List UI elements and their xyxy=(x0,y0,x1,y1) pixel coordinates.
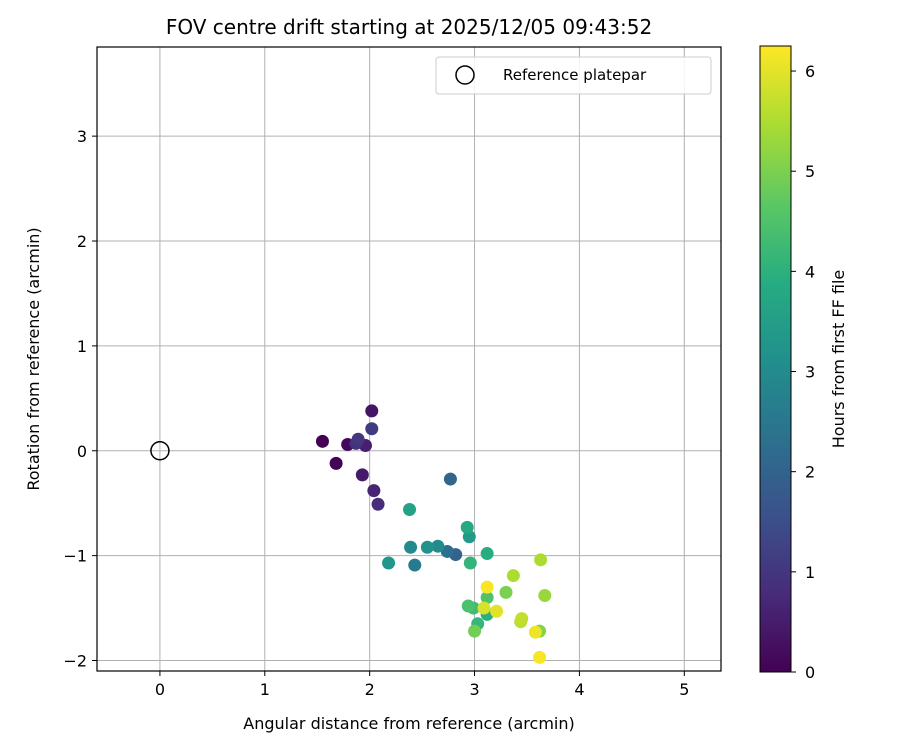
x-tick-label: 2 xyxy=(365,680,375,699)
data-point xyxy=(408,558,422,572)
colorbar-tick-label: 1 xyxy=(805,563,815,582)
y-tick-label: 1 xyxy=(77,337,87,356)
y-axis-label: Rotation from reference (arcmin) xyxy=(24,227,43,490)
data-point xyxy=(315,434,329,448)
data-point xyxy=(533,650,547,664)
chart-title: FOV centre drift starting at 2025/12/05 … xyxy=(166,15,652,39)
x-tick-label: 1 xyxy=(260,680,270,699)
colorbar-ticks: 0 1 2 3 4 5 6 xyxy=(791,62,815,682)
data-point xyxy=(480,547,494,561)
colorbar-tick-label: 5 xyxy=(805,162,815,181)
data-point xyxy=(499,585,513,599)
colorbar-tick-label: 3 xyxy=(805,363,815,382)
data-point xyxy=(477,601,491,615)
y-tick-label: −1 xyxy=(63,547,87,566)
data-point xyxy=(460,520,474,534)
x-tick-label: 0 xyxy=(155,680,165,699)
data-point xyxy=(534,553,548,567)
data-point xyxy=(461,599,475,613)
data-point xyxy=(506,569,520,583)
x-tick-label: 3 xyxy=(469,680,479,699)
data-point xyxy=(420,540,434,554)
y-tick-label: 3 xyxy=(77,127,87,146)
y-axis-ticks: −2 −1 0 1 2 3 xyxy=(63,127,97,671)
data-point xyxy=(329,456,343,470)
y-tick-label: 2 xyxy=(77,232,87,251)
legend: Reference platepar xyxy=(435,56,712,95)
colorbar-label: Hours from first FF file xyxy=(829,270,848,449)
data-point xyxy=(351,432,365,446)
colorbar-tick-label: 6 xyxy=(805,62,815,81)
colorbar-tick-label: 0 xyxy=(805,663,815,682)
legend-entry-reference-platepar: Reference platepar xyxy=(503,66,647,84)
data-point xyxy=(515,612,529,626)
data-point xyxy=(528,625,542,639)
data-point xyxy=(538,588,552,602)
data-point xyxy=(382,556,396,570)
legend-marker-icon xyxy=(455,65,475,85)
data-point xyxy=(443,472,457,486)
colorbar: 0 1 2 3 4 5 6 Hours from first FF file xyxy=(759,45,848,682)
colorbar-tick-label: 4 xyxy=(805,262,815,281)
colorbar-tick-label: 2 xyxy=(805,463,815,482)
data-points xyxy=(315,404,552,664)
data-point xyxy=(480,580,494,594)
data-point xyxy=(468,624,482,638)
x-axis-ticks: 0 1 2 3 4 5 xyxy=(155,671,689,699)
data-point xyxy=(367,484,381,498)
data-point xyxy=(355,468,369,482)
reference-platepar-marker xyxy=(150,441,170,461)
colorbar-gradient xyxy=(759,45,792,673)
data-point xyxy=(404,540,418,554)
plot-frame xyxy=(96,46,722,672)
data-point xyxy=(440,544,454,558)
data-point xyxy=(463,556,477,570)
y-tick-label: −2 xyxy=(63,652,87,671)
data-point xyxy=(371,497,385,511)
x-tick-label: 5 xyxy=(679,680,689,699)
plot-area xyxy=(97,47,721,671)
data-point xyxy=(490,604,504,618)
x-tick-label: 4 xyxy=(574,680,584,699)
grid xyxy=(97,47,721,671)
y-tick-label: 0 xyxy=(77,442,87,461)
data-point xyxy=(480,591,494,605)
data-point xyxy=(365,422,379,436)
data-point xyxy=(365,404,379,418)
data-point xyxy=(403,502,417,516)
legend-box xyxy=(435,56,712,95)
x-axis-label: Angular distance from reference (arcmin) xyxy=(243,714,574,733)
data-point xyxy=(431,539,445,553)
